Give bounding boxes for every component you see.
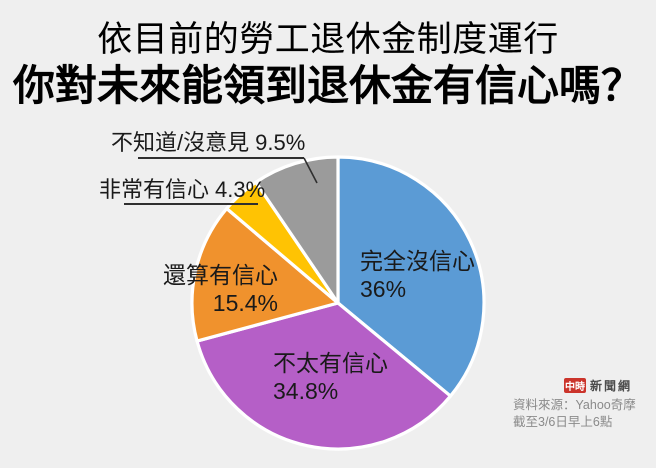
title-line2: 你對未來能領到退休金有信心嗎？ [12,62,643,110]
data-source-note: 資料來源：Yahoo奇摩 截至3/6日早上6點 [513,397,636,431]
callout-underline-gray [138,157,304,159]
slice-label-text: 完全沒信心 [360,248,475,274]
pie-slice-fairly-confident [190,206,340,343]
label-no-confidence-at-all: 完全沒信心 36% [360,247,475,303]
label-very-confident: 非常有信心 4.3% [99,178,265,202]
publisher-logo: 中時 新聞網 [564,377,632,394]
slice-label-text: 不太有信心 [273,350,388,376]
callout-underline-yellow [124,203,258,205]
callout-label-value: 4.3% [215,177,266,202]
callout-label-text: 不知道/沒意見 [111,130,250,155]
slice-label-value: 36% [360,276,407,302]
pie-slice-no-confidence-at-all [336,155,486,398]
callout-label-text: 非常有信心 [99,177,210,202]
logo-wordmark: 新聞網 [590,379,633,393]
callout-label-value: 9.5% [255,130,306,155]
label-not-very-confident: 不太有信心 34.8% [273,349,388,405]
logo-red-box: 中時 [564,378,586,393]
label-fairly-confident: 還算有信心 15.4% [128,261,278,317]
pie-slice-not-very-confident [195,301,453,451]
slice-label-text: 還算有信心 [163,262,278,288]
source-line2: 截至3/6日早上6點 [513,415,613,429]
pie-slice-dont-know-no-opinion [254,155,340,305]
slice-label-value: 15.4% [212,290,278,316]
slice-label-value: 34.8% [273,378,339,404]
chart-title: 依目前的勞工退休金制度運行 你對未來能領到退休金有信心嗎？ [0,20,656,109]
callout-leader-line [303,157,318,184]
label-dont-know-no-opinion: 不知道/沒意見 9.5% [111,131,305,155]
source-line1: 資料來源：Yahoo奇摩 [513,398,636,412]
title-line1: 依目前的勞工退休金制度運行 [97,20,559,59]
